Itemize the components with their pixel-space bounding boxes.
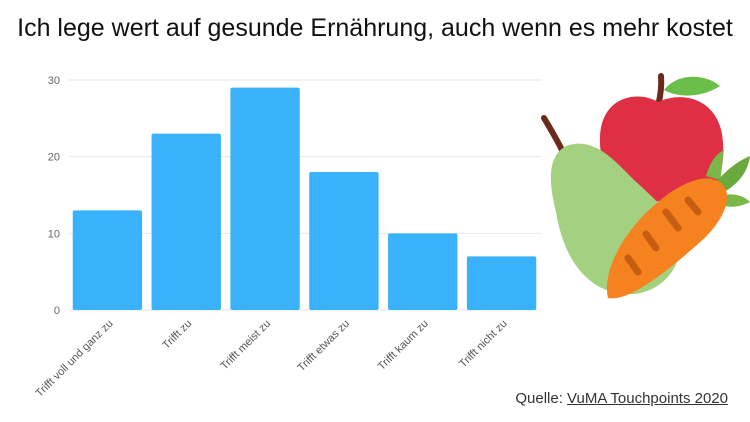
bar xyxy=(388,233,458,310)
x-tick-label: Trifft etwas zu xyxy=(296,318,352,374)
bar xyxy=(151,133,221,310)
bar xyxy=(466,256,537,310)
y-tick-label: 20 xyxy=(48,152,60,164)
x-tick-label: Trifft voll und ganz zu xyxy=(34,318,116,400)
y-tick-label: 0 xyxy=(54,305,60,317)
bar xyxy=(72,210,143,310)
chart-title: Ich lege wert auf gesunde Ernährung, auc… xyxy=(17,14,733,42)
bar xyxy=(230,87,300,311)
y-tick-label: 30 xyxy=(48,75,60,87)
fruit-vegetable-icon xyxy=(541,73,750,299)
carrot-icon xyxy=(606,150,750,299)
apple-icon xyxy=(599,73,724,203)
bar xyxy=(309,172,379,310)
source-prefix: Quelle: xyxy=(515,390,563,407)
source-citation: Quelle: VuMA Touchpoints 2020 xyxy=(515,390,728,407)
x-tick-label: Trifft meist zu xyxy=(218,318,273,373)
x-tick-label: Trifft nicht zu xyxy=(457,318,510,371)
source-link[interactable]: VuMA Touchpoints 2020 xyxy=(567,390,728,407)
x-tick-label: Trifft zu xyxy=(160,318,194,352)
y-tick-label: 10 xyxy=(48,228,60,240)
x-tick-label: Trifft kaum zu xyxy=(376,318,431,373)
